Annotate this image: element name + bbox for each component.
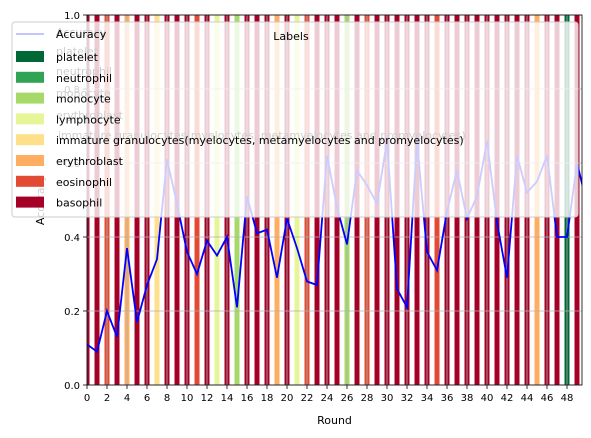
x-tick-label: 20 [281,393,294,404]
legend-label: monocyte [56,93,111,106]
legend-swatch-erythroblast [16,155,44,166]
x-tick-label: 0 [84,393,90,404]
x-tick-label: 12 [201,393,214,404]
x-tick-label: 30 [381,393,394,404]
legend-label: neutrophil [56,72,112,85]
x-tick-label: 10 [181,393,194,404]
legend-swatch-immature-granulocytes [16,134,44,146]
legend-label: immature granulocytes(myelocytes, metamy… [56,134,464,147]
legend-label: basophil [56,197,102,210]
x-tick-label: 4 [124,393,130,404]
x-tick-label: 38 [461,393,474,404]
y-tick-label: 0.4 [64,233,80,244]
legend-label: erythroblast [56,155,124,168]
x-tick-label: 2 [104,393,110,404]
legend: Accuracy platelet neutrophil monocyte erythr… [11,21,579,218]
legend-box [11,21,579,218]
legend-title: Labels [273,30,309,43]
legend-label: platelet [56,51,99,64]
x-tick-label: 22 [301,393,314,404]
x-axis-label: Round [317,414,352,427]
x-tick-label: 40 [481,393,494,404]
x-tick-label: 32 [401,393,414,404]
x-tick-label: 28 [361,393,374,404]
legend-swatch-lymphocyte [16,113,44,125]
legend-swatch-platelet [16,51,44,62]
legend-entries: platelet neutrophil monocyte lymphocyte imma… [16,51,464,210]
x-tick-label: 6 [144,393,150,404]
x-tick-label: 48 [561,393,574,404]
y-tick-label: 1.0 [64,11,80,22]
x-tick-label: 36 [441,393,454,404]
legend-swatch-monocyte [16,92,44,104]
x-tick-label: 14 [221,393,234,404]
x-tick-label: 46 [541,393,554,404]
legend-label: lymphocyte [56,113,121,126]
legend-swatch-eosinophil [16,175,44,187]
y-tick-label: 0.2 [64,307,80,318]
x-tick-label: 34 [421,393,434,404]
x-axis: 0 2 4 6 8 10 12 14 16 18 20 22 24 26 28 30 32 34 36 38 40 42 4… [84,385,574,404]
legend-accuracy-label: Accuracy [56,28,107,41]
x-tick-label: 18 [261,393,274,404]
y-tick-label: 0.0 [64,381,80,392]
x-tick-label: 42 [501,393,514,404]
x-tick-label: 44 [521,393,534,404]
legend-swatch-basophil [16,196,44,208]
legend-swatch-neutrophil [16,71,44,83]
x-tick-label: 8 [164,393,170,404]
legend-label: eosinophil [56,176,112,189]
x-tick-label: 24 [321,393,334,404]
x-tick-label: 16 [241,393,254,404]
x-tick-label: 26 [341,393,354,404]
